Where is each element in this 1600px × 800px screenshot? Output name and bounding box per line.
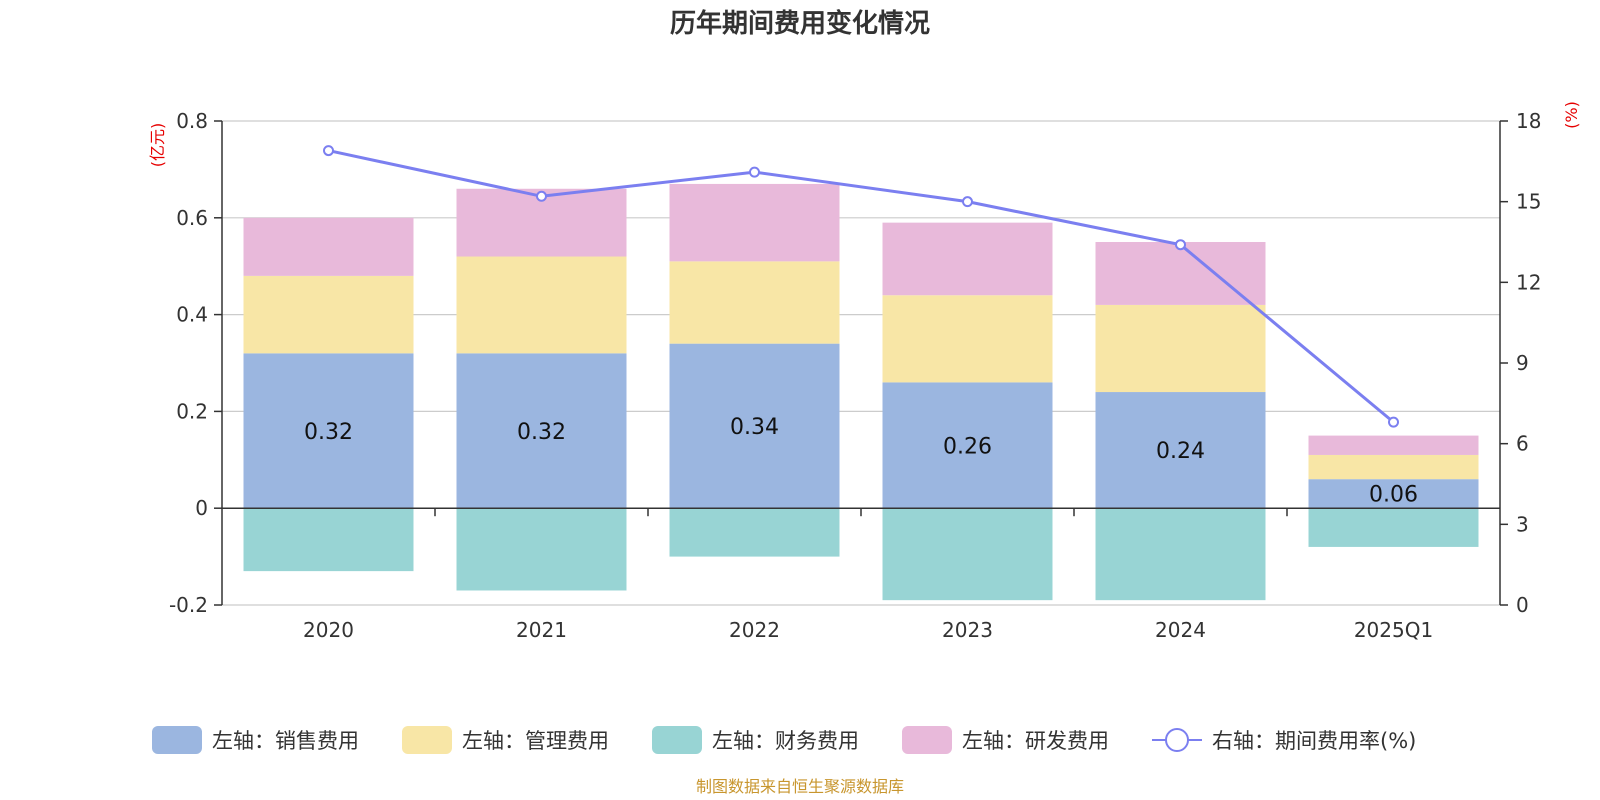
right-tick-label: 6	[1516, 432, 1529, 456]
bar-segment	[669, 183, 840, 262]
legend-marker-icon	[1165, 728, 1189, 752]
data-label: 0.34	[730, 415, 779, 440]
bar-segment	[1095, 508, 1266, 601]
legend-label: 左轴：财务费用	[712, 729, 859, 753]
bars	[243, 183, 1479, 601]
data-label: 0.24	[1156, 439, 1205, 464]
right-axis-unit: (%)	[1562, 101, 1581, 129]
legend-swatch	[652, 726, 702, 754]
left-tick-label: 0.2	[176, 399, 208, 423]
legend-label: 左轴：销售费用	[212, 729, 359, 753]
legend-swatch	[152, 726, 202, 754]
left-axis-unit: (亿元)	[148, 123, 167, 168]
legend: 左轴：销售费用 左轴：管理费用 左轴：财务费用 左轴：研发费用 右轴：期间费用率(%)	[152, 726, 1416, 754]
bar-segment	[1308, 454, 1479, 480]
bar-segment	[669, 261, 840, 344]
rate-point	[1175, 239, 1186, 251]
bar-segment	[669, 508, 840, 557]
bar-segment	[243, 217, 414, 276]
category-label: 2024	[1155, 618, 1206, 642]
category-label: 2022	[729, 618, 780, 642]
data-labels: 0.32 0.32 0.34 0.26 0.24 0.06	[304, 415, 1418, 508]
source-note: 制图数据来自恒生聚源数据库	[696, 777, 904, 796]
bar-segment	[243, 275, 414, 354]
data-label: 0.32	[517, 420, 566, 445]
left-tick-label: 0	[195, 496, 208, 520]
bar-segment	[1095, 304, 1266, 393]
bar-segment	[882, 222, 1053, 296]
bar-segment	[1308, 435, 1479, 455]
bar-segment	[456, 508, 627, 591]
chart-title: 历年期间费用变化情况	[670, 8, 930, 39]
rate-line	[323, 145, 1399, 428]
right-tick-label: 3	[1516, 512, 1529, 536]
rate-point	[323, 145, 334, 157]
rate-point	[1388, 416, 1399, 428]
rate-point	[536, 190, 547, 202]
legend-swatch	[902, 726, 952, 754]
bar-segment	[243, 353, 414, 509]
category-label: 2025Q1	[1354, 618, 1433, 642]
category-label: 2023	[942, 618, 993, 642]
bar-segment	[1095, 242, 1266, 305]
bar-segment	[456, 353, 627, 509]
rate-point	[749, 166, 760, 178]
bar-segment	[882, 508, 1053, 601]
bar-segment	[456, 256, 627, 354]
rate-point	[962, 196, 973, 208]
legend-swatch	[402, 726, 452, 754]
left-tick-label: -0.2	[169, 593, 208, 617]
right-tick-label: 0	[1516, 593, 1529, 617]
data-label: 0.32	[304, 420, 353, 445]
left-tick-label: 0.8	[176, 109, 208, 133]
right-tick-label: 18	[1516, 109, 1541, 133]
left-tick-label: 0.4	[176, 303, 208, 327]
bar-segment	[1095, 392, 1266, 509]
bar-segment	[1308, 508, 1479, 547]
axes: -0.2 0 0.2 0.4 0.6 0.8 0 3 6 9 12 15 18 2020 2021 2022 2…	[169, 109, 1541, 642]
bar-segment	[882, 295, 1053, 383]
rate-line-path	[328, 149, 1395, 424]
bar-segment	[243, 508, 414, 572]
right-tick-label: 12	[1516, 270, 1541, 294]
bar-segment	[1308, 479, 1479, 509]
legend-label: 左轴：研发费用	[962, 729, 1109, 753]
bar-segment	[882, 382, 1053, 509]
grid	[222, 120, 1500, 606]
left-tick-label: 0.6	[176, 206, 208, 230]
bar-segment	[669, 343, 840, 509]
data-label: 0.06	[1369, 483, 1418, 508]
right-tick-label: 9	[1516, 351, 1529, 375]
data-label: 0.26	[943, 434, 992, 459]
legend-label: 右轴：期间费用率(%)	[1212, 729, 1416, 753]
category-label: 2020	[303, 618, 354, 642]
category-label: 2021	[516, 618, 567, 642]
legend-label: 左轴：管理费用	[462, 729, 609, 753]
right-tick-label: 15	[1516, 190, 1541, 214]
